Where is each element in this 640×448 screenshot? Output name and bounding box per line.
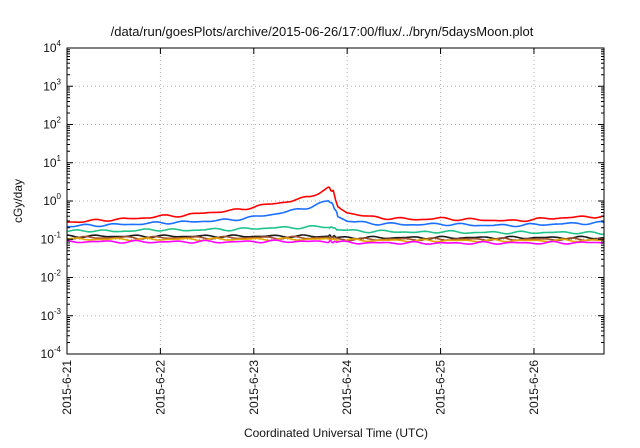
y-tick-label: 100 bbox=[43, 192, 61, 208]
series-group bbox=[66, 186, 605, 245]
y-tick-label: 10-3 bbox=[41, 307, 62, 323]
y-tick-label: 101 bbox=[43, 154, 61, 170]
series-line bbox=[66, 200, 605, 228]
y-tick-label: 10-4 bbox=[41, 345, 62, 361]
y-tick-label: 10-1 bbox=[41, 230, 62, 246]
x-tick-label: 2015-6-24 bbox=[340, 360, 354, 415]
y-tick-label: 102 bbox=[43, 116, 61, 132]
x-axis-label: Coordinated Universal Time (UTC) bbox=[244, 426, 428, 440]
y-tick-label: 104 bbox=[43, 39, 61, 55]
x-tick-label: 2015-6-22 bbox=[153, 360, 167, 415]
x-tick-label: 2015-6-21 bbox=[60, 360, 74, 415]
y-tick-label: 10-2 bbox=[41, 269, 62, 285]
series-line bbox=[66, 225, 605, 236]
y-axis-label: cGy/day bbox=[11, 179, 25, 223]
series-line bbox=[66, 239, 605, 245]
x-tick-label: 2015-6-23 bbox=[247, 360, 261, 415]
y-tick-label: 103 bbox=[43, 77, 61, 93]
series-line bbox=[67, 186, 604, 224]
x-tick-label: 2015-6-26 bbox=[527, 360, 541, 415]
y-tick-labels: 10-4 10-3 10-2 10-1 100 101 102 103 104 bbox=[41, 39, 62, 361]
x-tick-label: 2015-6-25 bbox=[434, 360, 448, 415]
ticks bbox=[66, 47, 604, 355]
chart-title: /data/run/goesPlots/archive/2015-06-26/1… bbox=[111, 24, 534, 39]
x-tick-labels: 2015-6-21 2015-6-22 2015-6-23 2015-6-24 2015… bbox=[60, 360, 541, 415]
series-line bbox=[66, 237, 605, 243]
